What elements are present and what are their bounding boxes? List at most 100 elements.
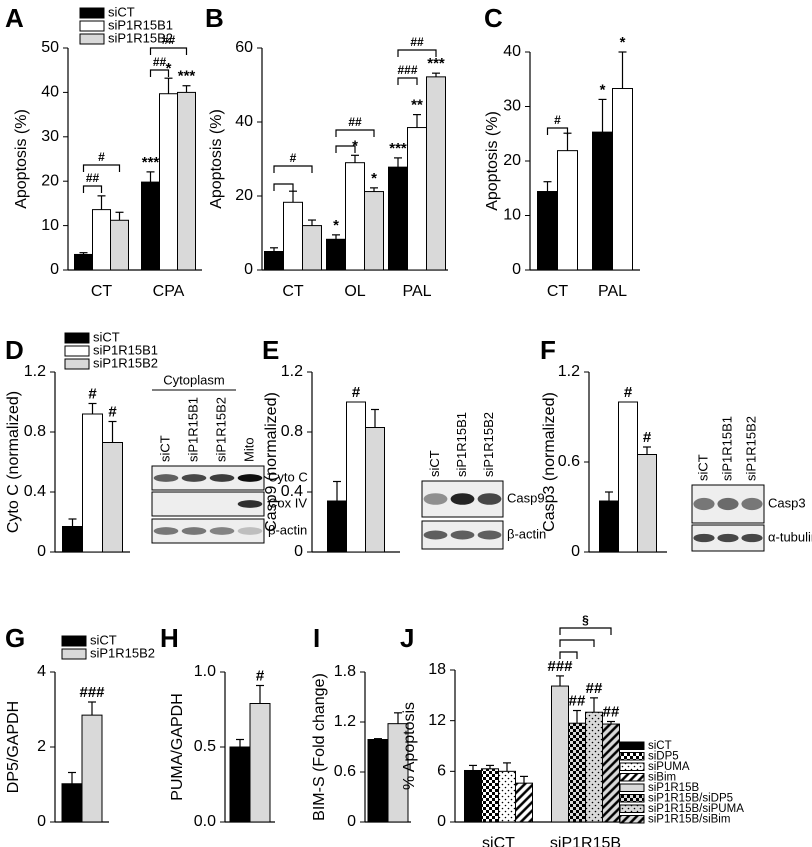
y-axis-label: Casp3 (normalized) <box>541 392 558 532</box>
significance-bracket <box>273 183 294 191</box>
blot-row-label: β-actin <box>507 526 546 541</box>
y-axis-label: Apoptosis (%) <box>484 111 501 211</box>
y-tick-label: 0 <box>437 813 446 830</box>
significance-label: # <box>256 667 265 684</box>
blot-band <box>717 533 739 543</box>
significance-bracket <box>559 639 595 647</box>
significance-label: # <box>624 384 633 401</box>
significance-bracket <box>82 185 103 193</box>
bar <box>327 500 347 553</box>
lane-label: siCT <box>695 454 710 481</box>
y-tick-label: 20 <box>41 172 59 189</box>
significance-label: * <box>166 60 172 77</box>
y-axis-label: Cyto C (normalized) <box>5 391 22 533</box>
blot-band <box>717 497 739 511</box>
legend-swatch <box>619 741 645 750</box>
bar <box>229 746 251 823</box>
y-tick-label: 60 <box>235 39 253 56</box>
blot-band <box>237 474 263 482</box>
significance-label: # <box>88 385 97 402</box>
blot-row-label: Casp3 <box>768 495 806 510</box>
bar <box>481 768 499 823</box>
bar <box>388 166 408 271</box>
bar <box>592 131 613 271</box>
significance-bracket <box>546 127 569 135</box>
bar <box>602 723 620 823</box>
blot-band <box>693 533 715 543</box>
bar <box>557 150 578 271</box>
y-tick-label: 0.0 <box>194 813 216 830</box>
legend-label: siDP5 <box>648 750 679 762</box>
bar <box>74 253 93 271</box>
bar <box>283 201 303 271</box>
legend-swatch <box>619 815 645 824</box>
legend-label: siP1R15B/siPUMA <box>648 803 744 815</box>
panel-letter: H <box>160 623 179 653</box>
panel-letter: F <box>540 335 556 365</box>
lane-label: siP1R15B2 <box>743 416 758 481</box>
blot-row-label: α-tubulin <box>768 529 812 544</box>
bracket-label: # <box>290 151 297 165</box>
y-tick-label: 10 <box>41 217 59 234</box>
legend-swatch <box>79 20 105 32</box>
legend-label: siP1R15B2 <box>93 355 158 370</box>
panel-letter: C <box>484 3 503 33</box>
bar <box>537 191 558 271</box>
x-tick-label: PAL <box>598 283 627 300</box>
bar <box>159 93 178 271</box>
legend-swatch <box>64 332 90 344</box>
y-tick-label: 0.4 <box>281 483 303 500</box>
bar <box>515 782 533 823</box>
bar <box>364 191 384 271</box>
y-tick-label: 0 <box>37 813 46 830</box>
y-tick-label: 0 <box>244 261 253 278</box>
legend-label: siP1R15B1 <box>108 17 173 32</box>
bar <box>618 401 638 553</box>
blot-band <box>209 527 235 535</box>
bar <box>599 500 619 553</box>
panel-letter: J <box>400 623 414 653</box>
legend-label: siPUMA <box>648 761 690 773</box>
legend-label: siCT <box>108 4 135 19</box>
blot-row-label: β-actin <box>268 522 307 537</box>
panel-letter: A <box>5 3 24 33</box>
blot-row-label: Cyto C <box>268 469 308 484</box>
bar <box>264 251 284 271</box>
significance-label: ### <box>79 684 105 701</box>
bracket-label: ## <box>410 35 424 49</box>
bar <box>141 181 160 271</box>
bar <box>568 722 586 823</box>
blot-band <box>237 527 263 535</box>
bar <box>637 454 657 553</box>
x-tick-label: OL <box>344 283 365 300</box>
y-tick-label: 6 <box>437 763 446 780</box>
y-axis-label: Casp9 (normalized) <box>263 392 280 532</box>
legend-label: siP1R15B2 <box>108 30 173 45</box>
significance-label: * <box>371 170 377 187</box>
y-tick-label: 0 <box>347 813 356 830</box>
blot-band <box>423 530 448 540</box>
y-tick-label: 0 <box>571 543 580 560</box>
bar <box>585 711 603 823</box>
blot-band <box>181 474 207 482</box>
bar <box>92 209 111 271</box>
significance-bracket <box>335 129 375 137</box>
legend-swatch <box>79 33 105 45</box>
legend-swatch <box>619 762 645 771</box>
y-tick-label: 0.8 <box>24 423 46 440</box>
significance-bracket <box>397 77 418 85</box>
legend-swatch <box>619 773 645 782</box>
significance-label: *** <box>178 68 196 85</box>
panel-letter: G <box>5 623 25 653</box>
y-tick-label: 10 <box>503 207 521 224</box>
bar <box>249 703 271 823</box>
significance-label: * <box>333 217 339 234</box>
bar <box>464 769 482 823</box>
significance-label: ** <box>411 97 423 114</box>
y-tick-label: 20 <box>235 187 253 204</box>
y-tick-label: 0 <box>294 543 303 560</box>
legend-swatch <box>619 794 645 803</box>
bar <box>61 783 83 823</box>
y-tick-label: 40 <box>503 43 521 60</box>
